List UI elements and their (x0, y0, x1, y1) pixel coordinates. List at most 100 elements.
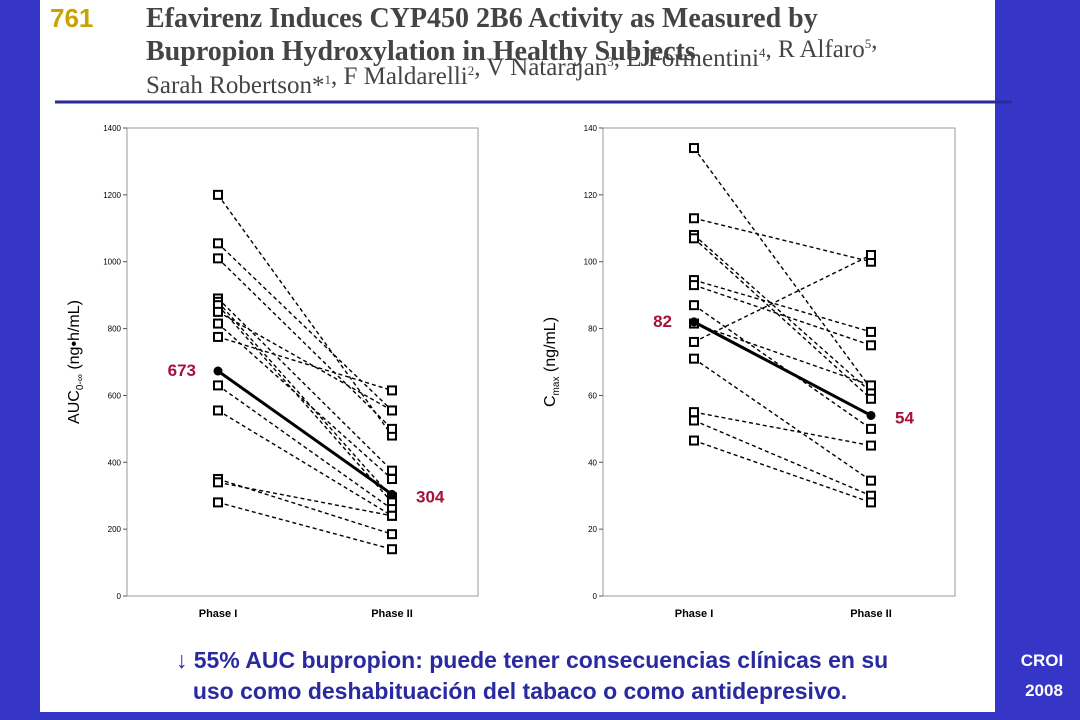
y-axis-label-part: (ng•h/mL) (66, 300, 83, 374)
line (217, 311, 393, 412)
marker (387, 544, 397, 555)
marker (866, 423, 876, 434)
marker (866, 250, 876, 261)
y-tick-label: 60 (588, 391, 597, 400)
badge: CROI (1021, 651, 1064, 670)
marker (387, 465, 397, 476)
marker (689, 213, 699, 224)
line (217, 481, 393, 517)
marker (689, 353, 699, 364)
author-name: , F Maldarelli (331, 63, 468, 90)
line (693, 279, 872, 333)
y-tick-label: 40 (588, 458, 597, 467)
plot-frame (126, 127, 479, 597)
y-axis-label-part: C (542, 395, 559, 407)
line (693, 147, 872, 390)
plot-frame (602, 127, 956, 597)
author-affiliation: 4 (759, 45, 766, 60)
y-axis-label-part: 0-∞ (75, 374, 86, 390)
x-tick-label: Phase I (199, 608, 238, 620)
marker (387, 489, 397, 499)
x-tick-label: Phase I (675, 608, 714, 620)
line (693, 411, 872, 447)
data-label: 82 (653, 312, 672, 331)
author-name: , R Alfaro (765, 36, 864, 63)
line (217, 301, 393, 498)
marker (689, 407, 699, 418)
marker (213, 497, 223, 508)
line (693, 237, 872, 400)
title-line: Bupropion Hydroxylation in Healthy Subje… (146, 36, 696, 67)
line (217, 304, 393, 503)
marker (213, 238, 223, 249)
marker (866, 497, 876, 508)
line (217, 297, 393, 472)
y-tick-label: 0 (117, 592, 122, 601)
y-tick-label: 0 (593, 592, 598, 601)
marker (387, 385, 397, 396)
data-label: 673 (168, 361, 196, 380)
data-label: 304 (416, 487, 445, 506)
marker (213, 380, 223, 391)
line (217, 409, 393, 517)
line (217, 242, 393, 411)
data-label: 54 (895, 408, 914, 427)
marker (866, 326, 876, 337)
marker (866, 475, 876, 486)
footer-line: ↓ 55% AUC bupropion: puede tener consecu… (176, 647, 888, 673)
y-tick-label: 200 (108, 525, 122, 534)
marker (213, 306, 223, 317)
marker (213, 477, 223, 488)
line (693, 358, 872, 482)
x-tick-label: Phase II (850, 608, 892, 620)
marker (689, 300, 699, 311)
y-tick-label: 120 (584, 191, 598, 200)
x-tick-label: Phase II (371, 608, 413, 620)
y-tick-label: 20 (588, 525, 597, 534)
marker (866, 440, 876, 451)
author-affiliation: 5 (865, 36, 872, 51)
title-line: Efavirenz Induces CYP450 2B6 Activity as… (146, 3, 818, 34)
y-axis-label: Cmax (ng/mL) (542, 317, 562, 407)
marker (689, 317, 699, 327)
line (693, 217, 872, 263)
marker (387, 423, 397, 434)
marker (689, 336, 699, 347)
line (693, 284, 872, 346)
y-tick-label: 80 (588, 325, 597, 334)
y-tick-label: 1000 (103, 258, 121, 267)
marker (689, 415, 699, 426)
line (217, 501, 393, 550)
line (217, 369, 393, 496)
author-affiliation: 3 (607, 54, 614, 69)
y-tick-label: 400 (108, 458, 122, 467)
y-tick-label: 600 (108, 391, 122, 400)
y-axis-label-part: (ng/mL) (542, 317, 559, 377)
y-tick-label: 140 (584, 124, 598, 133)
marker (866, 393, 876, 404)
badge: 2008 (1025, 681, 1063, 700)
line (693, 322, 872, 387)
marker (866, 380, 876, 391)
author-name: , (871, 27, 877, 54)
author-name: , V Natarajan (474, 54, 608, 81)
y-tick-label: 1400 (103, 124, 121, 133)
y-axis-label: AUC0-∞ (ng•h/mL) (66, 300, 86, 424)
marker (866, 410, 876, 420)
marker (689, 233, 699, 244)
author-name: , E Formentini (614, 45, 759, 72)
marker (213, 189, 223, 200)
y-tick-label: 1200 (103, 191, 121, 200)
marker (387, 529, 397, 540)
line (693, 320, 872, 417)
line (693, 234, 872, 393)
marker (387, 510, 397, 521)
marker (213, 253, 223, 264)
line (693, 439, 872, 504)
marker (689, 280, 699, 291)
marker (213, 318, 223, 329)
y-axis-label-part: max (551, 377, 562, 396)
poster-number: 761 (50, 3, 93, 33)
